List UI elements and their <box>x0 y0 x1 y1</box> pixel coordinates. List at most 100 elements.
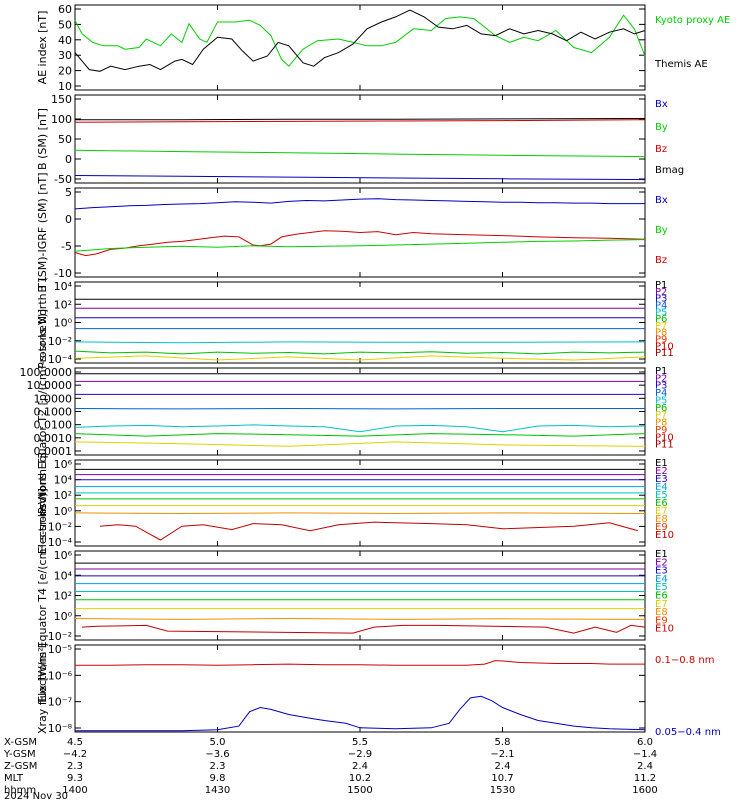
x-tick-value: 9.3 <box>67 773 83 784</box>
legend-entry: P8 <box>655 328 667 339</box>
legend-entry: E10 <box>655 624 674 635</box>
legend-entry: P1 <box>655 366 667 377</box>
panel-frame <box>74 4 646 91</box>
legend-entry: 0.1−0.8 nm <box>655 655 714 666</box>
series-line <box>74 198 645 210</box>
legend-entry: P10 <box>655 341 674 352</box>
y-tick-label: 10⁻⁴ <box>48 353 73 366</box>
legend-entry: E6 <box>655 498 668 509</box>
legend-entry: E3 <box>655 474 668 485</box>
x-tick-value: 2.3 <box>210 761 226 772</box>
legend-entry: Bmag <box>655 165 684 176</box>
legend-entry: E1 <box>655 458 668 469</box>
legend-entry: P9 <box>655 425 667 436</box>
series-line <box>74 355 646 361</box>
y-tick-label: 10⁻⁵ <box>48 643 72 656</box>
x-tick-value: −2.9 <box>348 749 372 760</box>
y-tick-label: 10⁴ <box>54 569 73 582</box>
x-tick-value: 1600 <box>632 785 657 796</box>
x-tick-value: 2.3 <box>67 761 83 772</box>
y-tick-label: 10⁴ <box>54 280 73 293</box>
x-tick-value: 5.0 <box>210 737 226 748</box>
legend-entry: By <box>655 122 668 133</box>
y-tick-label: 60 <box>58 3 72 16</box>
legend-entry: E5 <box>655 490 668 501</box>
date-label: 2024 Nov 30 <box>4 791 68 800</box>
series-line <box>74 512 646 515</box>
legend-entry: Bx <box>655 195 668 206</box>
x-tick-value: 1400 <box>62 785 87 796</box>
y-tick-label: 10⁻⁶ <box>48 669 73 682</box>
y-tick-label: 10² <box>54 298 72 311</box>
legend-entry: P2 <box>655 287 667 298</box>
legend-entry: P9 <box>655 335 667 346</box>
series-line <box>74 350 646 355</box>
panel-3: 5 0 -5 -10 B (SM)-IGRF (SM) [nT] Bx By Bz <box>36 172 668 292</box>
x-tick-value: −4.2 <box>63 749 87 760</box>
y-tick-label: 40 <box>58 34 72 47</box>
legend-entry: Bz <box>655 144 667 155</box>
legend-entry: E9 <box>655 615 668 626</box>
panel-frame <box>74 459 646 547</box>
legend-entry: Kyoto proxy AE <box>655 15 730 26</box>
legend-entry: P6 <box>655 403 667 414</box>
y-tick-label: 10⁶ <box>54 458 73 471</box>
y-tick-label: 10 <box>58 80 72 93</box>
panel-frame <box>74 550 646 641</box>
series-line <box>82 624 646 634</box>
y-tick-label: 1.0000 <box>34 392 73 405</box>
series-line <box>74 617 646 620</box>
x-axis-row-label: hhmm <box>4 785 36 796</box>
x-tick-value: −1.4 <box>633 749 657 760</box>
series-line <box>75 118 646 121</box>
series-line <box>74 424 646 433</box>
y-tick-label: 0.0001 <box>34 445 73 458</box>
legend-entry: E6 <box>655 591 668 602</box>
legend-entry: E2 <box>655 466 668 477</box>
y-axis-label: Electrons Equator T4 [e/(cm²-s-sr-keV)] <box>36 488 49 703</box>
y-tick-label: 100.0000 <box>20 366 73 379</box>
legend-entry: E1 <box>655 549 668 560</box>
y-tick-label: 10⁴ <box>54 474 73 487</box>
panel-frame <box>74 281 646 364</box>
legend-entry: P4 <box>655 300 667 311</box>
y-tick-label: 10² <box>54 590 72 603</box>
x-tick-value: 10.2 <box>349 773 371 784</box>
legend-entry: E5 <box>655 582 668 593</box>
legend-entry: P5 <box>655 395 667 406</box>
x-tick-value: 11.2 <box>634 773 656 784</box>
y-tick-label: 10⁻² <box>48 335 72 348</box>
legend-entry: P11 <box>655 348 674 359</box>
legend-entry: P3 <box>655 381 667 392</box>
y-tick-label: 10⁰ <box>54 610 73 623</box>
y-tick-label: 10² <box>54 489 72 502</box>
y-tick-label: 0.0010 <box>34 432 73 445</box>
y-tick-label: 5 <box>65 186 72 199</box>
y-tick-label: 10⁶ <box>54 549 73 562</box>
series-line <box>75 660 645 666</box>
y-axis-label: B (SM)-IGRF (SM) [nT] <box>36 172 49 292</box>
series-line <box>74 239 646 252</box>
legend-entry: E2 <box>655 557 668 568</box>
y-tick-label: 10⁰ <box>54 505 73 518</box>
legend-entry: P4 <box>655 388 667 399</box>
y-axis-label: Protons North T1 <box>36 276 49 369</box>
y-tick-label: 10⁻² <box>48 520 72 533</box>
legend-entry: P10 <box>655 432 674 443</box>
x-tick-value: 2.4 <box>637 761 653 772</box>
legend-entry: Bz <box>655 255 667 266</box>
y-tick-label: 30 <box>58 49 72 62</box>
series-line <box>74 149 646 158</box>
x-tick-value: 1430 <box>205 785 230 796</box>
series-line <box>74 14 646 67</box>
series-line <box>74 9 646 72</box>
legend-entry: E10 <box>655 530 674 541</box>
legend-entry: E8 <box>655 514 668 525</box>
y-tick-label: 50 <box>58 18 72 31</box>
x-tick-value: 1530 <box>490 785 515 796</box>
panel-1: 60 50 40 30 20 10 AE index [nT] Kyoto proxy AE T… <box>36 3 730 93</box>
legend-entry: E8 <box>655 607 668 618</box>
